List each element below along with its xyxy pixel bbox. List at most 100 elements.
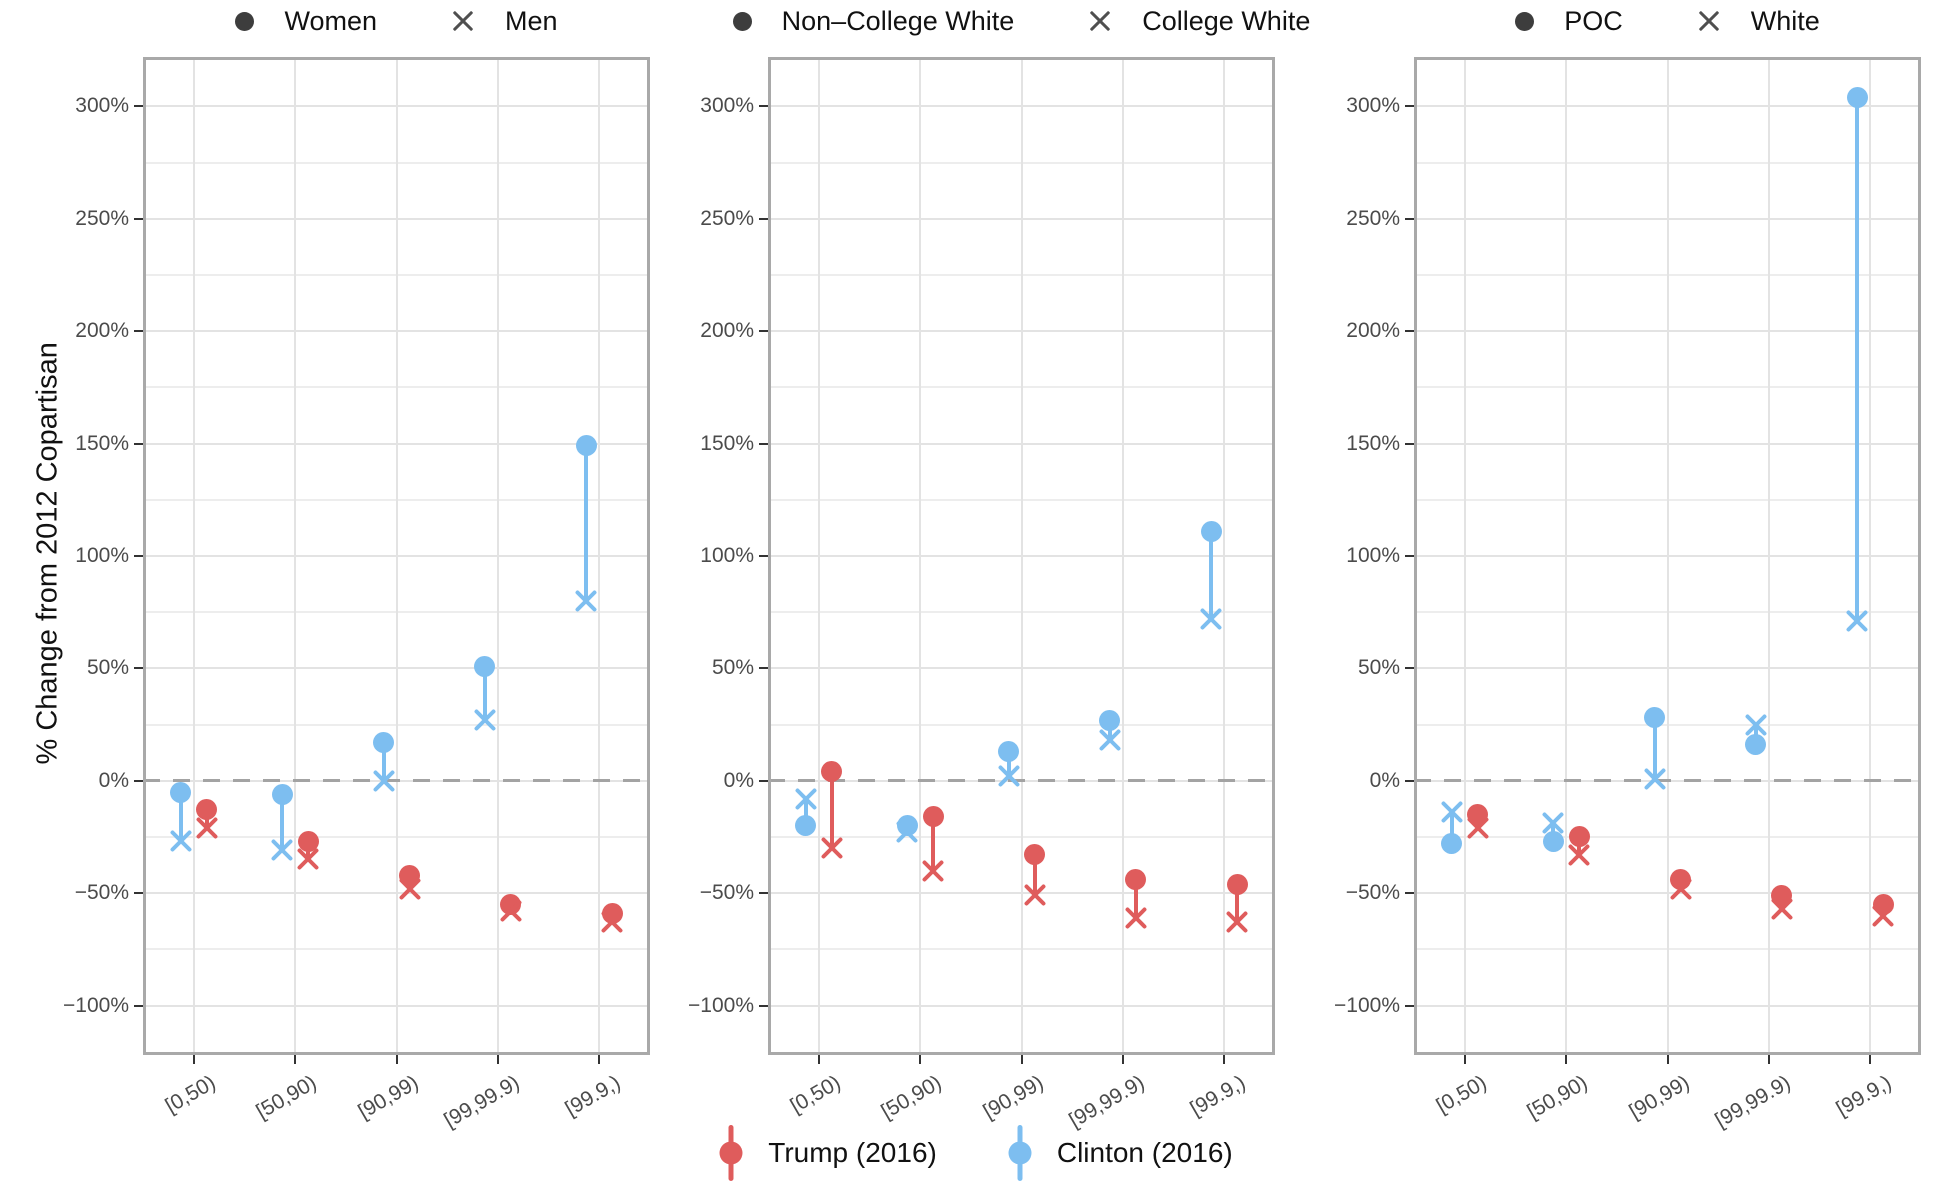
zero-reference-line bbox=[1414, 779, 1921, 783]
x-marker bbox=[1845, 609, 1869, 633]
category-gridline bbox=[598, 57, 601, 1055]
pointrange-marker-icon bbox=[1008, 1125, 1032, 1181]
x-marker bbox=[1770, 897, 1794, 921]
y-tick-mark bbox=[134, 667, 143, 670]
dumbbell-connector bbox=[178, 792, 183, 842]
dot-marker bbox=[821, 761, 843, 783]
dumbbell-connector bbox=[1652, 717, 1657, 779]
x-marker bbox=[1466, 816, 1490, 840]
y-tick-label: 300% bbox=[1346, 94, 1400, 118]
y-tick-label: 150% bbox=[75, 431, 129, 455]
y-tick-label: 0% bbox=[723, 768, 754, 792]
y-tick-mark bbox=[134, 442, 143, 445]
y-tick-label: 50% bbox=[1357, 656, 1400, 680]
x-marker bbox=[1098, 728, 1122, 752]
x-tick-mark bbox=[1565, 1055, 1568, 1064]
y-tick-mark bbox=[759, 1004, 768, 1007]
y-tick-mark bbox=[759, 892, 768, 895]
x-marker bbox=[398, 877, 422, 901]
y-tick-label: 100% bbox=[75, 544, 129, 567]
category-gridline bbox=[1767, 57, 1770, 1055]
x-marker bbox=[1225, 910, 1249, 934]
y-tick-mark bbox=[134, 217, 143, 220]
dot-marker bbox=[1200, 520, 1222, 542]
category-gridline bbox=[817, 57, 820, 1055]
y-tick-label: −100% bbox=[1334, 993, 1400, 1017]
y-tick-mark bbox=[759, 105, 768, 108]
y-tick-mark bbox=[759, 667, 768, 670]
dot-marker bbox=[1125, 869, 1147, 891]
x-marker bbox=[1440, 800, 1464, 824]
y-tick-label: 250% bbox=[700, 206, 754, 230]
panel-legend-education: Non–College White College White bbox=[658, 0, 1385, 42]
pointrange-marker-icon bbox=[719, 1125, 743, 1181]
x-marker bbox=[1643, 767, 1667, 791]
x-tick-mark bbox=[1767, 1055, 1770, 1064]
y-tick-mark bbox=[759, 779, 768, 782]
dot-marker bbox=[1226, 873, 1248, 895]
x-marker bbox=[895, 820, 919, 844]
x-marker bbox=[997, 764, 1021, 788]
x-marker bbox=[600, 910, 624, 934]
dot-marker bbox=[575, 435, 597, 457]
dot-marker-icon bbox=[1515, 11, 1535, 31]
x-marker-icon bbox=[1088, 9, 1112, 33]
dumbbell-connector bbox=[381, 742, 386, 781]
y-tick-label: 250% bbox=[1346, 206, 1400, 230]
panel-legend-race: POC White bbox=[1304, 0, 1953, 42]
dumbbell-connector bbox=[803, 798, 808, 826]
x-marker bbox=[921, 859, 945, 883]
dot-marker bbox=[1441, 833, 1463, 855]
y-tick-label: 300% bbox=[75, 94, 129, 118]
x-tick-mark bbox=[192, 1055, 195, 1064]
dumbbell-connector bbox=[280, 794, 285, 851]
legend-label-dot: Non–College White bbox=[781, 5, 1015, 36]
dot-marker bbox=[373, 732, 394, 754]
x-tick-mark bbox=[817, 1055, 820, 1064]
y-tick-label: 200% bbox=[75, 319, 129, 343]
x-marker bbox=[372, 769, 396, 793]
legend-item-clinton: Clinton (2016) bbox=[1008, 1125, 1233, 1181]
x-marker bbox=[1744, 713, 1768, 737]
legend-label-x: Men bbox=[505, 5, 558, 36]
dumbbell-connector bbox=[1032, 854, 1037, 896]
dot-marker bbox=[998, 741, 1019, 763]
y-tick-mark bbox=[759, 555, 768, 557]
y-tick-label: −100% bbox=[63, 993, 129, 1017]
legend-label-x: College White bbox=[1142, 5, 1311, 36]
zero-reference-line bbox=[143, 779, 650, 783]
zero-reference-line bbox=[768, 779, 1275, 783]
legend-label-dot: Women bbox=[284, 5, 377, 36]
y-tick-mark bbox=[1405, 105, 1414, 108]
x-marker bbox=[195, 816, 219, 840]
x-tick-mark bbox=[1020, 1055, 1023, 1064]
x-tick-mark bbox=[1666, 1055, 1669, 1064]
x-tick-mark bbox=[1223, 1055, 1226, 1064]
x-marker bbox=[1541, 811, 1565, 835]
y-tick-mark bbox=[1405, 667, 1414, 670]
dumbbell-connector bbox=[1209, 531, 1214, 619]
x-marker bbox=[473, 708, 497, 732]
y-tick-mark bbox=[759, 442, 768, 445]
party-legend: Trump (2016) Clinton (2016) bbox=[0, 1118, 1953, 1188]
dumbbell-connector bbox=[829, 771, 834, 849]
y-tick-label: 100% bbox=[1346, 544, 1400, 567]
category-gridline bbox=[1223, 57, 1226, 1055]
pointrange-dot bbox=[1008, 1141, 1032, 1165]
dot-marker bbox=[795, 815, 817, 837]
dot-marker bbox=[1099, 709, 1121, 731]
y-tick-mark bbox=[134, 779, 143, 782]
y-tick-mark bbox=[134, 892, 143, 895]
category-gridline bbox=[1666, 57, 1669, 1055]
dot-marker bbox=[922, 806, 944, 828]
category-gridline bbox=[496, 57, 499, 1055]
y-tick-mark bbox=[134, 105, 143, 108]
y-tick-label: 50% bbox=[711, 656, 754, 680]
x-marker bbox=[296, 847, 320, 871]
dot-marker bbox=[1542, 830, 1564, 852]
dumbbell-connector bbox=[931, 816, 936, 871]
category-gridline bbox=[1869, 57, 1872, 1055]
x-marker bbox=[1023, 883, 1047, 907]
y-tick-label: 200% bbox=[1346, 319, 1400, 343]
